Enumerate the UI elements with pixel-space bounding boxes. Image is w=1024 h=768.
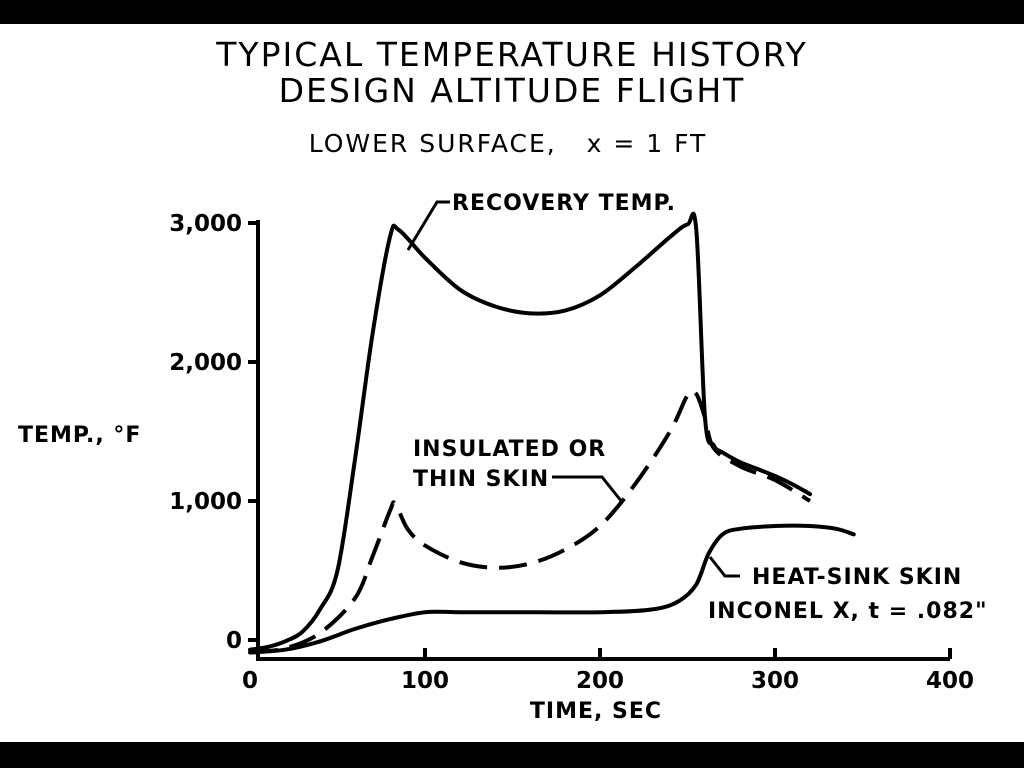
annotation-insulated-pointer [552,475,624,503]
annotation-insulated-line1: INSULATED OR [413,437,606,462]
temperature-history-chart: TYPICAL TEMPERATURE HISTORY DESIGN ALTIT… [18,35,988,724]
annotation-recovery-temp: RECOVERY TEMP. [452,191,676,216]
annotation-heat-sink-pointer [708,556,740,578]
x-tick-label: 200 [576,668,624,694]
y-axis-label: TEMP., °F [18,423,141,448]
axes [256,220,950,661]
series-heat-sink-skin-line [248,523,856,655]
chart-condition-label: LOWER SURFACE, x = 1 FT [309,129,708,158]
slide-frame: TYPICAL TEMPERATURE HISTORY DESIGN ALTIT… [0,24,1024,742]
x-tick-label: 400 [926,668,974,694]
chart-title: TYPICAL TEMPERATURE HISTORY [215,35,807,74]
chart-subtitle: DESIGN ALTITUDE FLIGHT [279,71,746,110]
y-tick-label: 3,000 [169,211,242,237]
x-tick-label: 300 [751,668,799,694]
x-axis-label: TIME, SEC [530,699,662,724]
y-tick-label: 2,000 [169,350,242,376]
x-axis-ticks: 0 100 200 300 400 [242,648,974,694]
annotation-insulated-line2: THIN SKIN [413,467,549,492]
y-axis-ticks: 0 1,000 2,000 3,000 [169,211,258,654]
series-recovery-temp-line [248,211,812,652]
annotation-heat-sink: HEAT-SINK SKIN [752,565,962,590]
x-tick-label: 100 [401,668,449,694]
annotation-recovery-pointer [406,200,450,251]
y-tick-label: 1,000 [169,489,242,515]
y-tick-label: 0 [226,628,242,654]
x-tick-label: 0 [242,668,258,694]
annotation-inconel: INCONEL X, t = .082" [708,599,988,624]
